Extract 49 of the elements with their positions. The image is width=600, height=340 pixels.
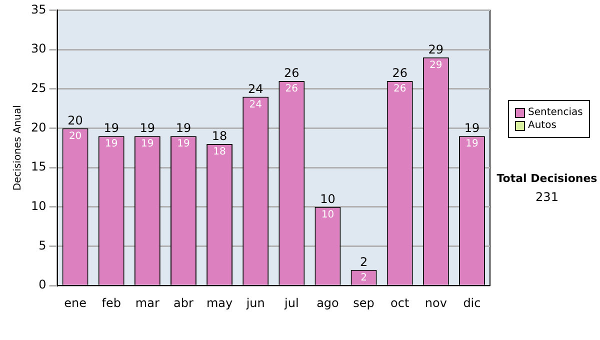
data-label: 29 xyxy=(430,60,442,72)
total-label: 19 xyxy=(104,121,119,136)
x-tick-label: dic xyxy=(463,296,481,310)
data-label: 19 xyxy=(141,138,154,150)
total-label: 26 xyxy=(284,66,300,80)
total-label: 19 xyxy=(464,121,480,136)
legend-label: Autos xyxy=(528,119,556,132)
x-tick-label: jun xyxy=(245,296,265,310)
data-label: 19 xyxy=(466,138,478,150)
data-label: 24 xyxy=(249,99,262,110)
y-tick-label: 15 xyxy=(30,160,46,174)
total-label: 19 xyxy=(140,121,156,136)
text: Total Decisiones xyxy=(496,172,598,185)
y-tick-label: 5 xyxy=(38,238,46,252)
x-tick-label: ene xyxy=(64,296,86,310)
total-label: 10 xyxy=(320,192,336,206)
data-label: 18 xyxy=(213,146,226,158)
total-label: 24 xyxy=(248,82,264,96)
total-label: 26 xyxy=(392,66,408,80)
x-tick-label: may xyxy=(206,296,233,310)
x-tick-label: feb xyxy=(102,296,121,310)
data-label: 20 xyxy=(68,130,82,142)
y-tick-label: 0 xyxy=(38,278,46,292)
legend-label: Sentencias xyxy=(528,106,583,119)
x-tick-label: mar xyxy=(135,296,160,310)
total-label: 29 xyxy=(428,42,444,57)
y-tick-label: 30 xyxy=(30,42,46,56)
x-tick-label: abr xyxy=(174,296,194,310)
data-label: 19 xyxy=(104,138,118,150)
total-label: 2 xyxy=(360,254,368,269)
y-tick-label: 35 xyxy=(30,2,46,16)
data-label: 19 xyxy=(177,138,190,150)
data-label: 2 xyxy=(360,272,367,284)
data-label: 10 xyxy=(321,210,334,221)
data-label: 26 xyxy=(393,84,406,95)
x-tick-label: oct xyxy=(390,296,410,310)
y-tick-label: 10 xyxy=(30,199,46,214)
x-tick-label: ago xyxy=(316,296,339,310)
data-label: 26 xyxy=(285,84,298,95)
total-label: 18 xyxy=(212,129,228,144)
y-tick-label: 20 xyxy=(30,120,46,134)
x-tick-label: nov xyxy=(424,296,447,310)
total-label: 20 xyxy=(68,113,83,128)
x-tick-label: jul xyxy=(284,296,299,310)
y-axis-title: Decisiones Anual xyxy=(12,105,24,191)
y-tick-label: 25 xyxy=(30,81,46,96)
x-tick-label: sep xyxy=(353,296,374,310)
total-label: 19 xyxy=(176,121,192,136)
text: 231 xyxy=(534,190,560,204)
